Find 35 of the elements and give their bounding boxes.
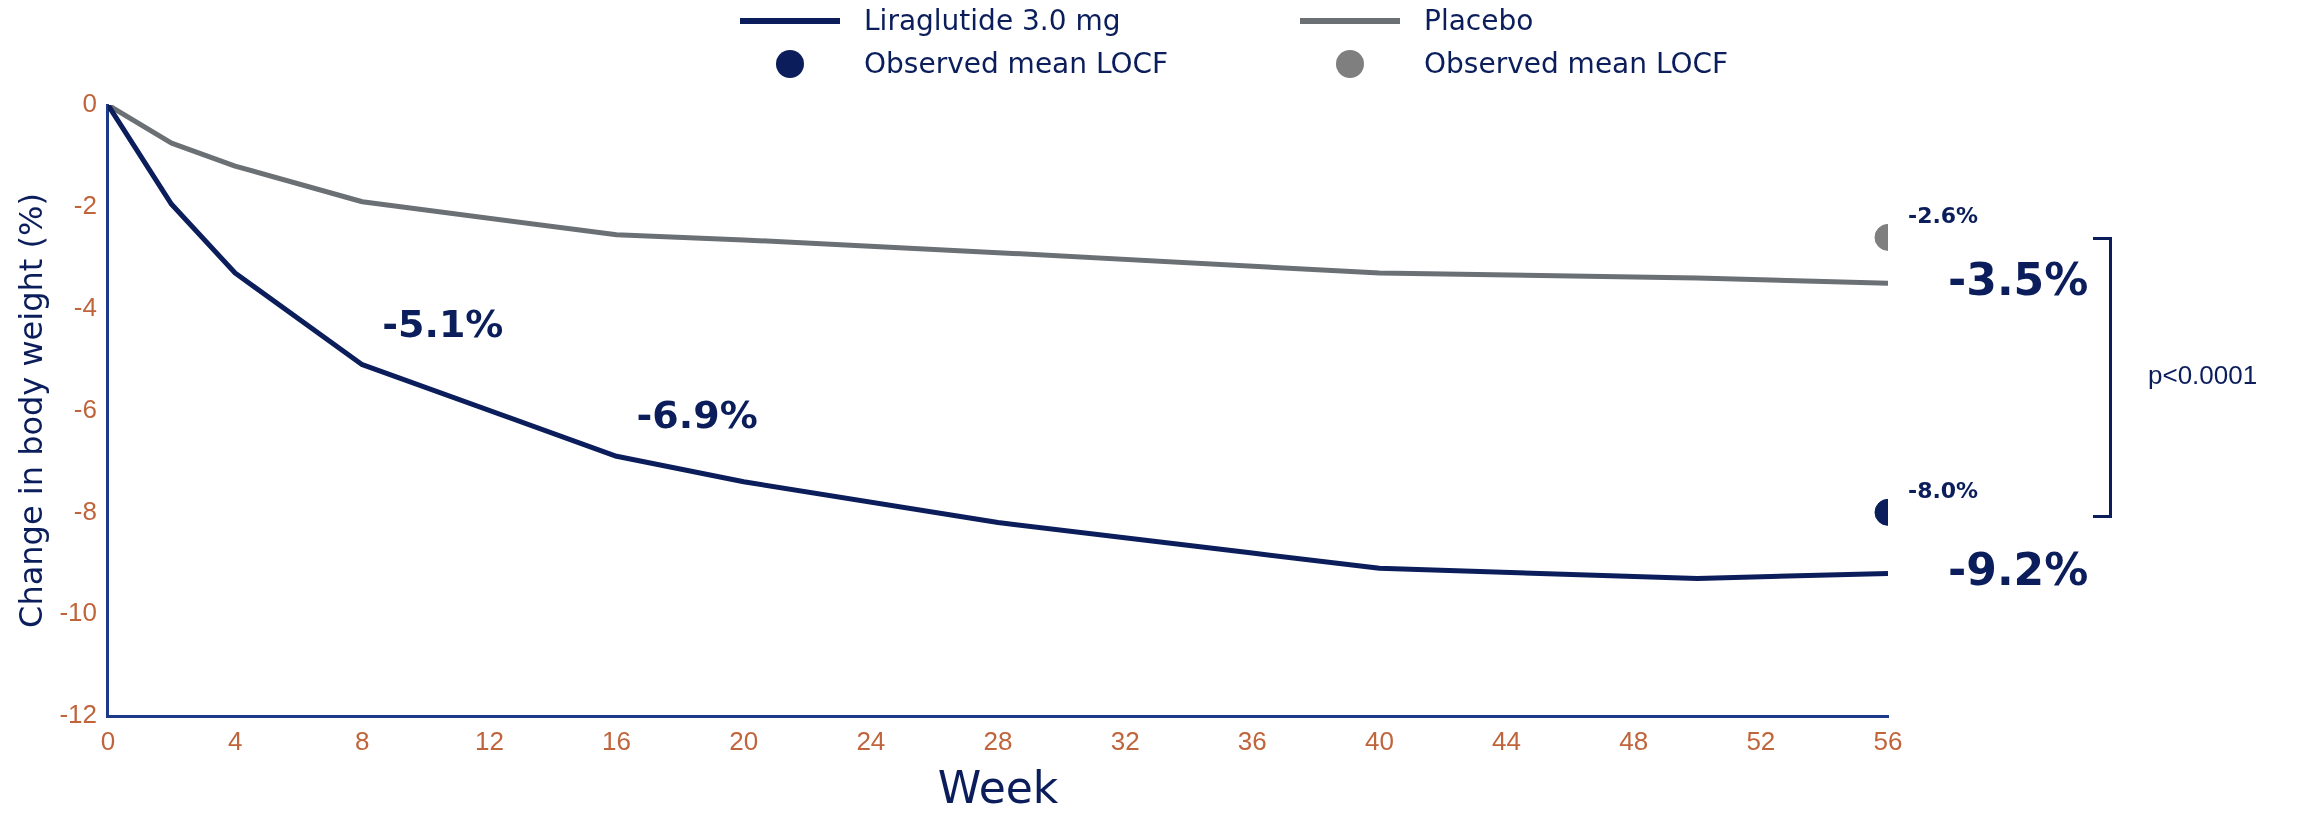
annotation: -9.2%: [1948, 543, 2089, 595]
y-tick-label: -8: [73, 495, 97, 526]
x-tick-label: 20: [729, 725, 759, 756]
y-axis-title: Change in body weight (%): [11, 193, 50, 628]
x-tick-label: 36: [1237, 725, 1267, 756]
y-tick-label: -2: [73, 190, 97, 221]
y-tick-label: -4: [73, 291, 97, 322]
annotation: -5.1%: [382, 301, 504, 346]
x-tick-label: 32: [1110, 725, 1140, 756]
annotation: -8.0%: [1908, 478, 1979, 504]
x-tick-label: 8: [355, 725, 370, 756]
x-tick-label: 16: [602, 725, 632, 756]
legend-label: Placebo: [1424, 4, 1534, 37]
y-tick-label: 0: [82, 88, 97, 119]
x-tick-label: 52: [1746, 725, 1776, 756]
text: p<0.0001: [2148, 359, 2258, 391]
annotation: -6.9%: [636, 393, 758, 438]
x-tick-label: 0: [100, 725, 116, 756]
x-tick-label: 4: [227, 725, 243, 756]
legend-label: Observed mean LOCF: [1424, 47, 1729, 80]
annotation: -2.6%: [1908, 203, 1979, 229]
x-tick-label: 24: [856, 725, 886, 756]
x-tick-label: 48: [1619, 725, 1649, 756]
y-tick-label: -12: [59, 699, 97, 730]
legend-label: Observed mean LOCF: [864, 47, 1169, 80]
x-axis-title: Week: [937, 762, 1059, 814]
y-tick-label: -10: [59, 597, 97, 628]
x-tick-label: 12: [474, 725, 504, 756]
annotation: -3.5%: [1948, 253, 2089, 305]
y-tick-label: -6: [73, 393, 97, 424]
x-tick-label: 44: [1492, 725, 1522, 756]
x-tick-label: 56: [1873, 725, 1903, 756]
x-tick-label: 28: [983, 725, 1013, 756]
legend-label: Liraglutide 3.0 mg: [864, 4, 1121, 37]
x-tick-label: 40: [1364, 725, 1394, 756]
